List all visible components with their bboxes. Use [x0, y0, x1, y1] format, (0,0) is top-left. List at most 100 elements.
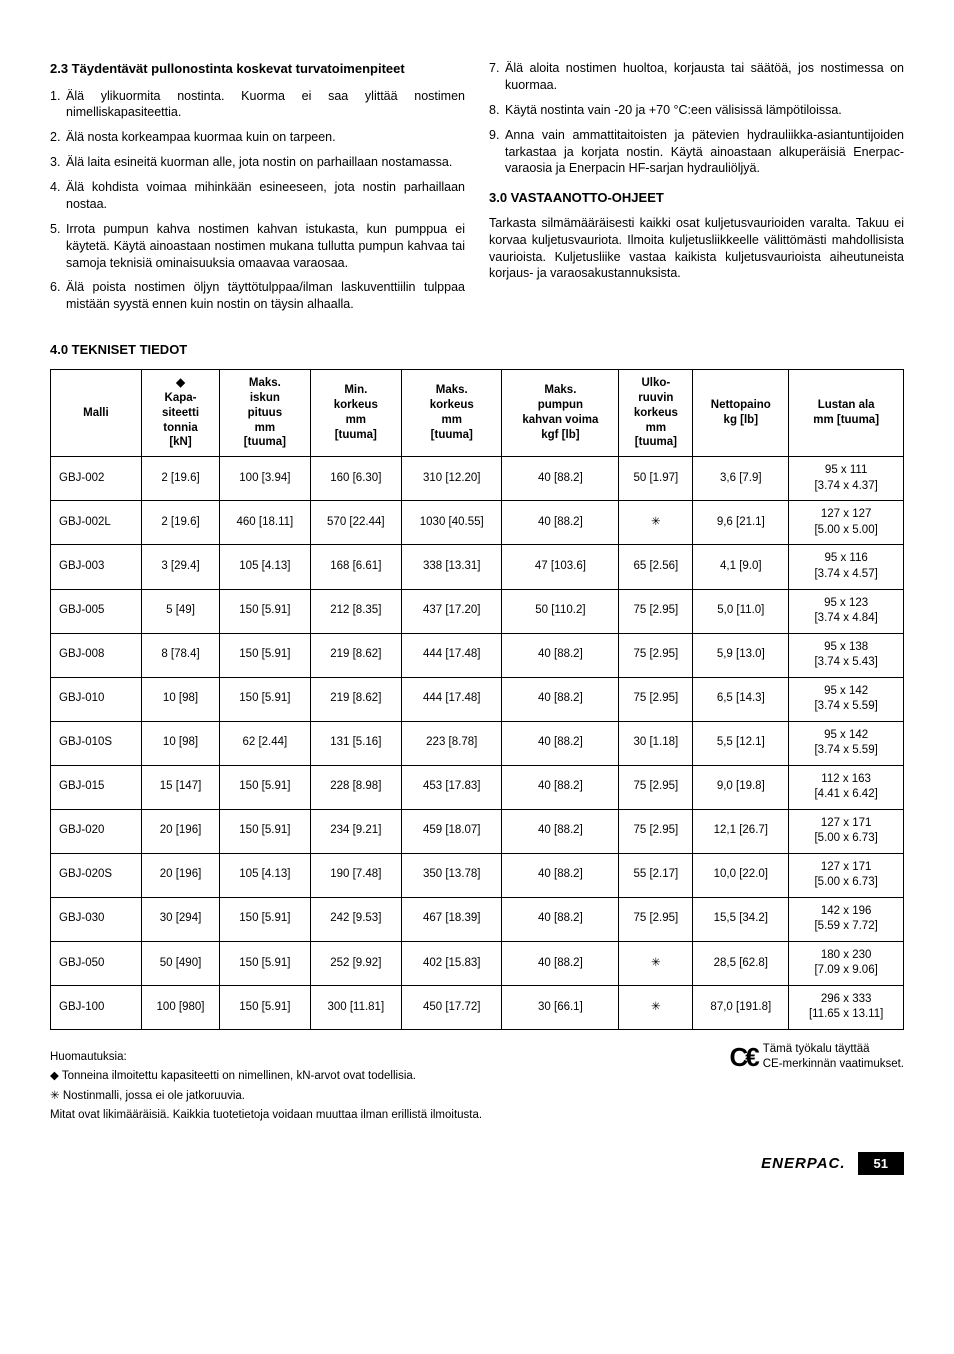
- table-cell: 150 [5.91]: [220, 985, 310, 1029]
- table-cell: ✳: [619, 941, 693, 985]
- table-cell: 6,5 [14.3]: [693, 677, 789, 721]
- table-cell: 459 [18.07]: [402, 809, 502, 853]
- table-cell: 10,0 [22.0]: [693, 853, 789, 897]
- table-cell: 20 [196]: [141, 809, 219, 853]
- table-cell: 5,5 [12.1]: [693, 721, 789, 765]
- table-cell: 10 [98]: [141, 721, 219, 765]
- table-row: GBJ-0088 [78.4]150 [5.91]219 [8.62]444 […: [51, 633, 904, 677]
- ce-compliance: C€ Tämä työkalu täyttääCE-merkinnän vaat…: [730, 1040, 905, 1075]
- table-header: Nettopainokg [lb]: [693, 369, 789, 457]
- table-row: GBJ-100100 [980]150 [5.91]300 [11.81]450…: [51, 985, 904, 1029]
- table-cell: 95 x 123[3.74 x 4.84]: [789, 589, 904, 633]
- table-row: GBJ-0022 [19.6]100 [3.94]160 [6.30]310 […: [51, 457, 904, 501]
- table-cell: 2 [19.6]: [141, 457, 219, 501]
- table-cell: 402 [15.83]: [402, 941, 502, 985]
- table-cell: 2 [19.6]: [141, 501, 219, 545]
- table-cell: 40 [88.2]: [502, 941, 619, 985]
- table-cell: 50 [110.2]: [502, 589, 619, 633]
- table-cell: 47 [103.6]: [502, 545, 619, 589]
- table-cell: 75 [2.95]: [619, 677, 693, 721]
- table-cell: 95 x 142[3.74 x 5.59]: [789, 677, 904, 721]
- table-cell: 150 [5.91]: [220, 941, 310, 985]
- table-cell: 444 [17.48]: [402, 633, 502, 677]
- table-row: GBJ-01515 [147]150 [5.91]228 [8.98]453 […: [51, 765, 904, 809]
- table-cell: 95 x 111[3.74 x 4.37]: [789, 457, 904, 501]
- table-cell: 453 [17.83]: [402, 765, 502, 809]
- table-cell: 40 [88.2]: [502, 677, 619, 721]
- table-header: Lustan alamm [tuuma]: [789, 369, 904, 457]
- table-cell: 40 [88.2]: [502, 633, 619, 677]
- table-cell: 30 [66.1]: [502, 985, 619, 1029]
- table-cell: 296 x 333[11.65 x 13.11]: [789, 985, 904, 1029]
- table-cell: GBJ-030: [51, 897, 142, 941]
- table-cell: 28,5 [62.8]: [693, 941, 789, 985]
- table-cell: 127 x 127[5.00 x 5.00]: [789, 501, 904, 545]
- table-cell: 95 x 142[3.74 x 5.59]: [789, 721, 904, 765]
- table-cell: 5,0 [11.0]: [693, 589, 789, 633]
- table-cell: GBJ-020S: [51, 853, 142, 897]
- list-item: 5.Irrota pumpun kahva nostimen kahvan is…: [50, 221, 465, 272]
- left-numbered-list: 1.Älä ylikuormita nostinta. Kuorma ei sa…: [50, 88, 465, 314]
- table-cell: 150 [5.91]: [220, 897, 310, 941]
- table-cell: 55 [2.17]: [619, 853, 693, 897]
- table-cell: GBJ-020: [51, 809, 142, 853]
- table-cell: 75 [2.95]: [619, 589, 693, 633]
- table-cell: 338 [13.31]: [402, 545, 502, 589]
- table-row: GBJ-0033 [29.4]105 [4.13]168 [6.61]338 […: [51, 545, 904, 589]
- table-cell: 5,9 [13.0]: [693, 633, 789, 677]
- table-row: GBJ-0055 [49]150 [5.91]212 [8.35]437 [17…: [51, 589, 904, 633]
- table-cell: 105 [4.13]: [220, 545, 310, 589]
- table-cell: 300 [11.81]: [310, 985, 402, 1029]
- table-cell: 95 x 116[3.74 x 4.57]: [789, 545, 904, 589]
- table-cell: 40 [88.2]: [502, 721, 619, 765]
- page-number: 51: [858, 1152, 904, 1176]
- table-cell: 50 [490]: [141, 941, 219, 985]
- table-cell: 50 [1.97]: [619, 457, 693, 501]
- table-header: Ulko-ruuvinkorkeusmm[tuuma]: [619, 369, 693, 457]
- table-cell: 40 [88.2]: [502, 897, 619, 941]
- table-row: GBJ-01010 [98]150 [5.91]219 [8.62]444 [1…: [51, 677, 904, 721]
- table-cell: 40 [88.2]: [502, 765, 619, 809]
- table-cell: 40 [88.2]: [502, 457, 619, 501]
- list-item: 4.Älä kohdista voimaa mihinkään esineese…: [50, 179, 465, 213]
- table-row: GBJ-002L2 [19.6]460 [18.11]570 [22.44]10…: [51, 501, 904, 545]
- table-row: GBJ-020S20 [196]105 [4.13]190 [7.48]350 …: [51, 853, 904, 897]
- table-cell: 190 [7.48]: [310, 853, 402, 897]
- table-cell: 100 [980]: [141, 985, 219, 1029]
- list-item: 8.Käytä nostinta vain -20 ja +70 °C:een …: [489, 102, 904, 119]
- table-cell: GBJ-002: [51, 457, 142, 501]
- note-1: ◆ Tonneina ilmoitettu kapasiteetti on ni…: [50, 1069, 482, 1085]
- list-item: 2.Älä nosta korkeampaa kuormaa kuin on t…: [50, 129, 465, 146]
- table-cell: 219 [8.62]: [310, 633, 402, 677]
- table-cell: 444 [17.48]: [402, 677, 502, 721]
- table-cell: 30 [294]: [141, 897, 219, 941]
- table-cell: 75 [2.95]: [619, 897, 693, 941]
- table-cell: 105 [4.13]: [220, 853, 310, 897]
- table-cell: 234 [9.21]: [310, 809, 402, 853]
- table-header: Malli: [51, 369, 142, 457]
- table-cell: 95 x 138[3.74 x 5.43]: [789, 633, 904, 677]
- table-header: ◆Kapa-siteettitonnia[kN]: [141, 369, 219, 457]
- table-cell: 212 [8.35]: [310, 589, 402, 633]
- table-cell: 87,0 [191.8]: [693, 985, 789, 1029]
- table-cell: 150 [5.91]: [220, 765, 310, 809]
- table-cell: 15 [147]: [141, 765, 219, 809]
- list-item: 9.Anna vain ammattitaitoisten ja pätevie…: [489, 127, 904, 178]
- table-cell: 437 [17.20]: [402, 589, 502, 633]
- table-cell: 112 x 163[4.41 x 6.42]: [789, 765, 904, 809]
- table-cell: 460 [18.11]: [220, 501, 310, 545]
- table-cell: 3,6 [7.9]: [693, 457, 789, 501]
- table-cell: 180 x 230[7.09 x 9.06]: [789, 941, 904, 985]
- table-cell: 40 [88.2]: [502, 853, 619, 897]
- table-row: GBJ-02020 [196]150 [5.91]234 [9.21]459 […: [51, 809, 904, 853]
- table-cell: 40 [88.2]: [502, 809, 619, 853]
- table-cell: GBJ-050: [51, 941, 142, 985]
- table-cell: 150 [5.91]: [220, 809, 310, 853]
- ce-mark-icon: C€: [730, 1040, 757, 1075]
- table-row: GBJ-03030 [294]150 [5.91]242 [9.53]467 […: [51, 897, 904, 941]
- table-cell: 142 x 196[5.59 x 7.72]: [789, 897, 904, 941]
- table-cell: 65 [2.56]: [619, 545, 693, 589]
- list-item: 7.Älä aloita nostimen huoltoa, korjausta…: [489, 60, 904, 94]
- section-2-3-heading: 2.3 Täydentävät pullonostinta koskevat t…: [50, 60, 465, 78]
- table-cell: GBJ-015: [51, 765, 142, 809]
